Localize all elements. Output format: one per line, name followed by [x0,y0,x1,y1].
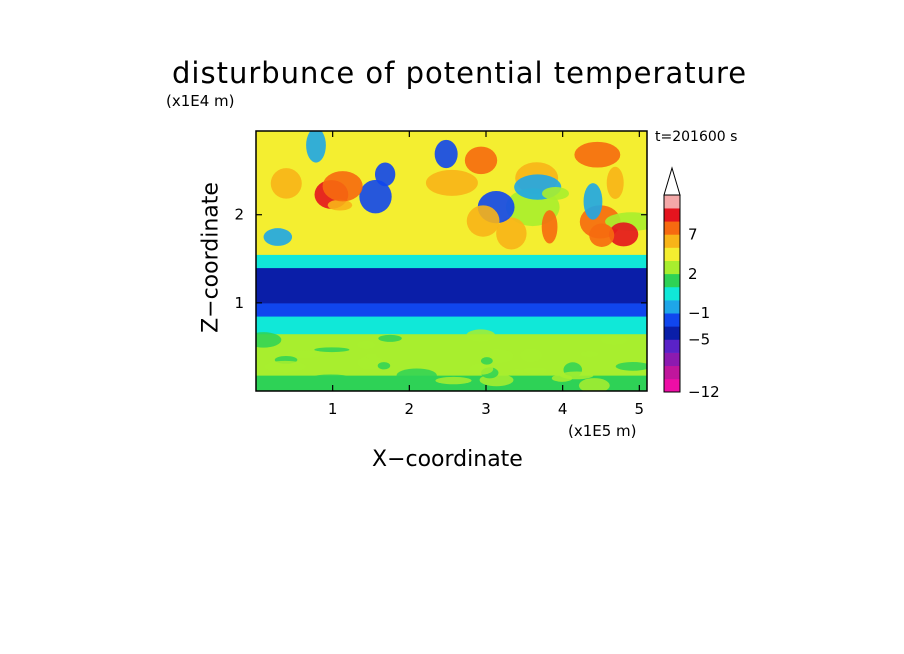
colorbar-swatch [664,326,680,340]
colorbar: −12−5−127 [663,166,720,401]
wave-cell [270,168,302,199]
colorbar-swatch [664,195,680,209]
colorbar-label: 2 [688,265,698,283]
contour-field [256,131,647,391]
lower-cell [580,351,599,358]
colorbar-label: −5 [688,330,710,348]
wave-cell [327,199,353,211]
x-tick-label: 1 [328,400,338,418]
colorbar-swatch [664,208,680,222]
x-axis-label: X−coordinate [372,447,523,472]
y-tick-label: 1 [234,294,244,312]
colorbar-swatch [664,378,680,393]
axis-ticks: 1 2 3 4 5 1 2 [234,131,647,418]
lower-cell [520,348,543,363]
band-2 [256,316,647,335]
wave-cell [359,179,392,214]
wave-cell [466,205,500,237]
lower-cell [365,353,378,360]
y-axis-unit: (x1E4 m) [166,92,235,110]
lower-cell [357,355,384,370]
plot-frame [255,130,648,392]
x-axis-unit: (x1E5 m) [568,422,637,440]
lower-cell [600,335,628,345]
lower-cell [551,374,573,382]
colorbar-extend-arrow [663,166,681,196]
colorbar-swatch [664,286,680,301]
lower-cell [466,329,496,342]
band-3 [256,302,647,317]
wave-cell [608,222,639,247]
lower-cell [615,362,647,371]
wave-cell [374,162,396,187]
wave-cell [541,210,558,244]
lower-cell [314,347,350,353]
colorbar-swatch [664,365,680,380]
time-label: t=201600 s [655,129,738,145]
wave-cell [263,228,293,246]
lower-cell [510,369,524,374]
band-5 [256,254,647,269]
lower-cell [396,368,437,383]
colorbar-swatch [664,234,680,248]
lower-cell [435,376,472,385]
x-tick-label: 5 [635,400,645,418]
colorbar-swatch [664,260,680,275]
wave-cell [496,217,527,250]
wave-cell [434,139,458,169]
x-tick-label: 4 [558,400,568,418]
wave-cell [541,187,570,200]
chart-title: disturbunce of potential temperature [172,56,748,90]
wave-cell [589,223,615,247]
colorbar-swatch [664,273,680,288]
band-4 [256,267,647,304]
wave-cell [583,183,603,220]
lower-cell [378,334,402,342]
lower-cell [313,374,348,380]
wave-cell [464,146,498,175]
lower-cell [578,378,610,391]
colorbar-swatch [664,313,680,327]
colorbar-swatch [664,352,680,367]
colorbar-swatch [664,300,680,314]
lower-cell [285,350,325,359]
lower-cell [522,367,547,374]
lower-cell [264,360,306,373]
colorbar-label: −1 [688,304,710,322]
wave-cell [606,166,624,200]
wave-cell [322,171,363,202]
y-tick-label: 2 [234,206,244,224]
lower-cell [357,340,376,350]
colorbar-label: −12 [688,383,720,401]
colorbar-swatch [664,221,680,235]
lower-cell [256,332,282,348]
wave-cell [306,131,326,163]
colorbar-swatch [664,339,680,353]
x-tick-label: 3 [481,400,491,418]
lower-cell [480,357,493,365]
lower-cell [469,363,494,375]
wave-cell [425,169,478,196]
wave-cell [574,141,621,168]
lower-cell [377,362,391,370]
colorbar-label: 7 [688,225,698,243]
x-tick-label: 2 [405,400,415,418]
colorbar-swatch [664,247,680,261]
